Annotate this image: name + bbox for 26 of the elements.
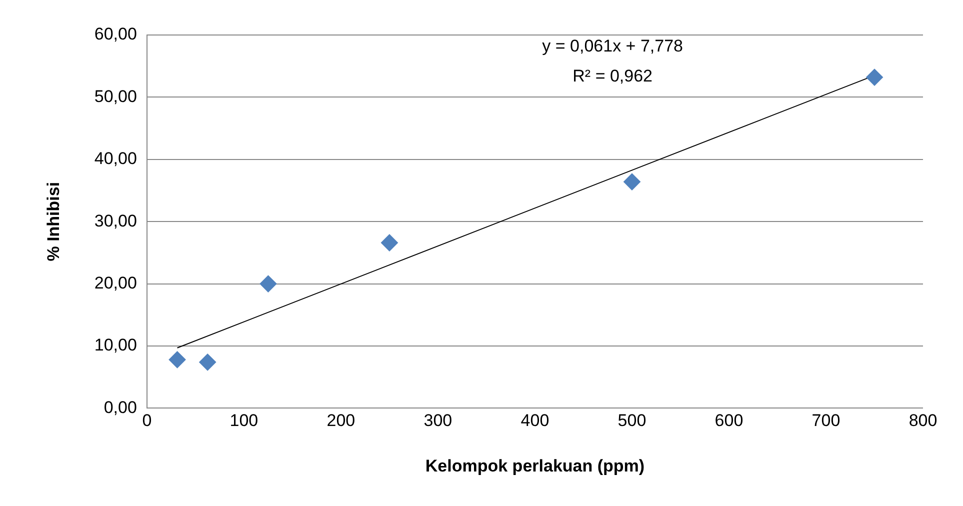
point [623,173,640,190]
x-tick-label: 0 [142,411,152,430]
x-axis-title: Kelompok perlakuan (ppm) [425,456,645,476]
y-tick-label: 10,00 [94,336,137,355]
point [260,275,277,292]
x-tick-label: 600 [714,411,744,430]
y-tick-label: 50,00 [94,86,137,106]
y-tick-label: 30,00 [94,211,137,230]
y-tick-label: 40,00 [94,149,137,168]
x-tick-label: 500 [618,411,646,430]
y-tick-label: 60,00 [94,24,137,44]
point [199,354,216,371]
y-axis-title: % Inhibisi [44,182,63,262]
y-tick-label: 0,00 [104,398,137,417]
point [380,234,398,252]
x-tick-label: 300 [424,411,452,430]
point [866,68,883,86]
x-tick-label: 700 [812,411,840,430]
annotation: y = 0,061x + 7,778 [542,36,683,56]
point [168,351,186,368]
x-tick-label: 200 [326,411,356,430]
x-tick-label: 800 [908,411,938,430]
x-tick-label: 400 [520,411,550,430]
x-tick-label: 100 [230,411,258,430]
y-tick-label: 20,00 [94,273,137,292]
annotation: R² = 0,962 [572,66,653,86]
